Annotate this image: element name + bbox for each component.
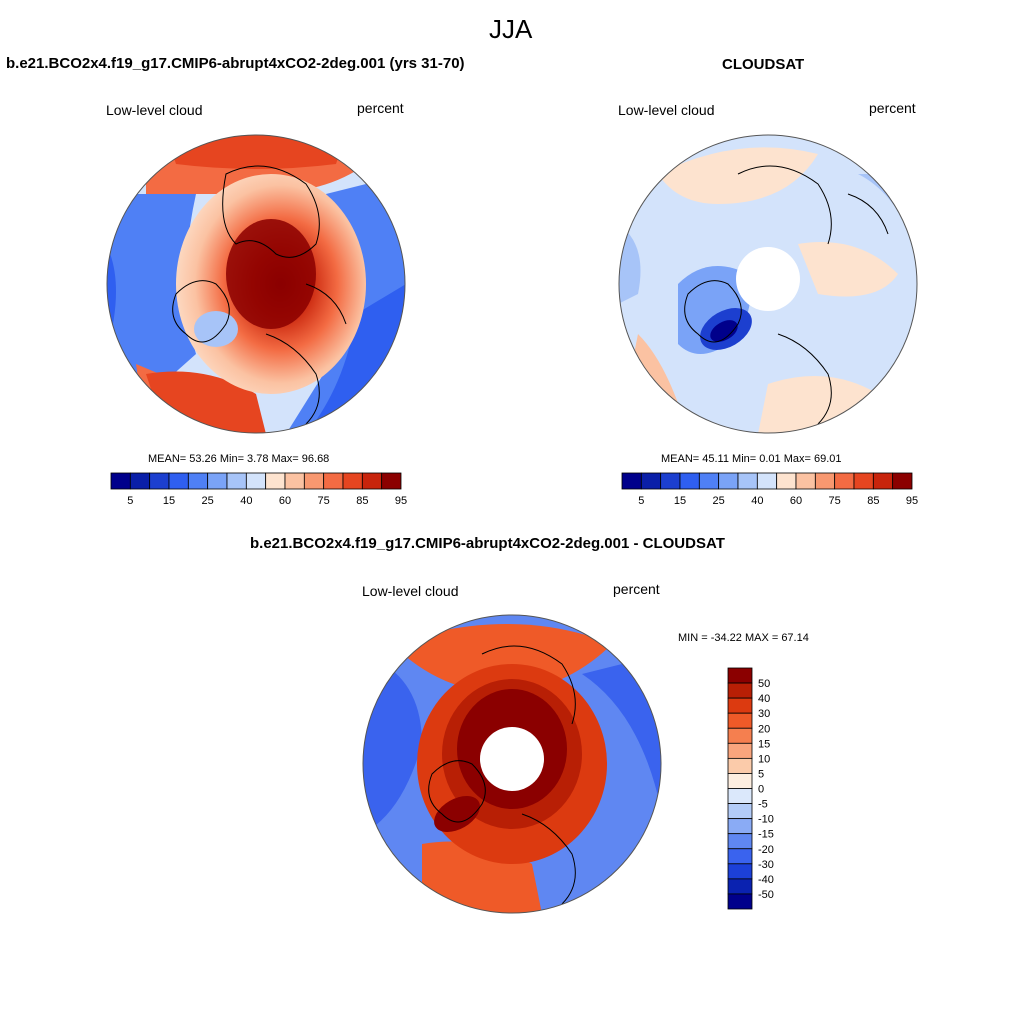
page-title: JJA [489,14,533,44]
colorbar-swatch [226,472,247,490]
panel-3-right-label: percent [613,581,660,597]
colorbar-tick-label: 40 [758,693,770,705]
panel-2-right-label: percent [869,100,916,116]
colorbar-swatch [756,472,778,490]
colorbar-swatch [110,472,131,490]
colorbar-swatch [660,472,681,490]
map-cloudsat [618,134,918,434]
map-difference [362,614,662,914]
panel-3-title: b.e21.BCO2x4.f19_g17.CMIP6-abrupt4xCO2-2… [250,535,725,552]
colorbar-cloudsat: 5 15 25 40 60 75 85 95 [621,472,918,507]
colorbar-tick-label: 30 [758,708,770,720]
colorbar-tick-label: 85 [356,495,368,507]
colorbar-tick-label: -10 [758,814,774,826]
colorbar-swatch [872,472,894,490]
colorbar-swatch [834,472,855,490]
colorbar-swatch [718,472,739,490]
colorbar-swatch [727,742,753,759]
colorbar-swatch [727,848,753,865]
colorbar-swatch [698,472,720,490]
colorbar-swatch [679,472,700,490]
colorbar-tick-label: 15 [674,495,686,507]
colorbar-tick-label: 5 [638,495,644,507]
panel-1-stats: MEAN= 53.26 Min= 3.78 Max= 96.68 [148,453,330,465]
colorbar-tick-label: 25 [202,495,214,507]
panel-3-left-label: Low-level cloud [362,583,459,599]
colorbar-swatch [727,893,753,910]
colorbar-tick-label: -30 [758,859,774,871]
colorbar-tick-label: -20 [758,844,774,856]
colorbar-swatch [207,472,228,490]
colorbar-tick-label: 0 [758,784,764,796]
colorbar-tick-label: 15 [163,495,175,507]
panel-1-right-label: percent [357,100,404,116]
colorbar-tick-label: -50 [758,889,774,901]
colorbar-swatch [323,472,344,490]
colorbar-swatch [129,472,151,490]
colorbar-tick-label: -5 [758,799,768,811]
panel-2-title: CLOUDSAT [722,56,805,73]
colorbar-swatch [776,472,797,490]
colorbar-tick-label: 40 [240,495,252,507]
colorbar-swatch [727,833,753,850]
colorbar-swatch [381,472,402,490]
colorbar-swatch [853,472,874,490]
colorbar-swatch [814,472,836,490]
panel-1-left-label: Low-level cloud [106,102,203,118]
colorbar-tick-label: 85 [867,495,879,507]
colorbar-swatch [727,712,753,729]
colorbar-swatch [795,472,816,490]
colorbar-swatch [149,472,170,490]
colorbar-swatch [187,472,209,490]
colorbar-swatch [737,472,758,490]
colorbar-swatch [727,773,753,789]
panel-2-stats: MEAN= 45.11 Min= 0.01 Max= 69.01 [661,453,842,465]
panel-2-left-label: Low-level cloud [618,102,715,118]
colorbar-swatch [361,472,383,490]
colorbar-tick-label: -40 [758,874,774,886]
colorbar-tick-label: 10 [758,753,770,765]
colorbar-swatch [727,757,753,774]
colorbar-swatch [727,788,753,804]
colorbar-model: 5 15 25 40 60 75 85 95 [110,472,407,507]
colorbar-swatch [621,472,642,490]
colorbar-tick-label: 50 [758,678,770,690]
colorbar-tick-label: 60 [790,495,802,507]
colorbar-swatch [168,472,189,490]
panel-3-stats: MIN = -34.22 MAX = 67.14 [678,632,809,644]
colorbar-swatch [640,472,662,490]
colorbar-tick-label: 25 [713,495,725,507]
colorbar-swatch [265,472,286,490]
colorbar-tick-label: 95 [395,495,407,507]
colorbar-tick-label: -15 [758,829,774,841]
colorbar-tick-label: 95 [906,495,918,507]
colorbar-tick-label: 5 [127,495,133,507]
colorbar-tick-label: 20 [758,723,770,735]
map-model [106,134,406,434]
colorbar-tick-label: 5 [758,768,764,780]
colorbar-tick-label: 75 [318,495,330,507]
colorbar-swatch [342,472,363,490]
colorbar-swatch [303,472,325,490]
panel-1-title: b.e21.BCO2x4.f19_g17.CMIP6-abrupt4xCO2-2… [6,55,465,72]
colorbar-tick-label: 60 [279,495,291,507]
colorbar-swatch [727,697,753,714]
colorbar-swatch [245,472,267,490]
colorbar-swatch [727,878,753,895]
colorbar-swatch [727,803,753,820]
colorbar-tick-label: 75 [829,495,841,507]
colorbar-tick-label: 15 [758,738,770,750]
colorbar-tick-label: 40 [751,495,763,507]
colorbar-swatch [727,863,753,880]
colorbar-swatch [727,727,753,744]
colorbar-swatch [892,472,913,490]
colorbar-swatch [727,667,753,684]
colorbar-swatch [284,472,305,490]
colorbar-swatch [727,682,753,699]
colorbar-swatch [727,818,753,835]
